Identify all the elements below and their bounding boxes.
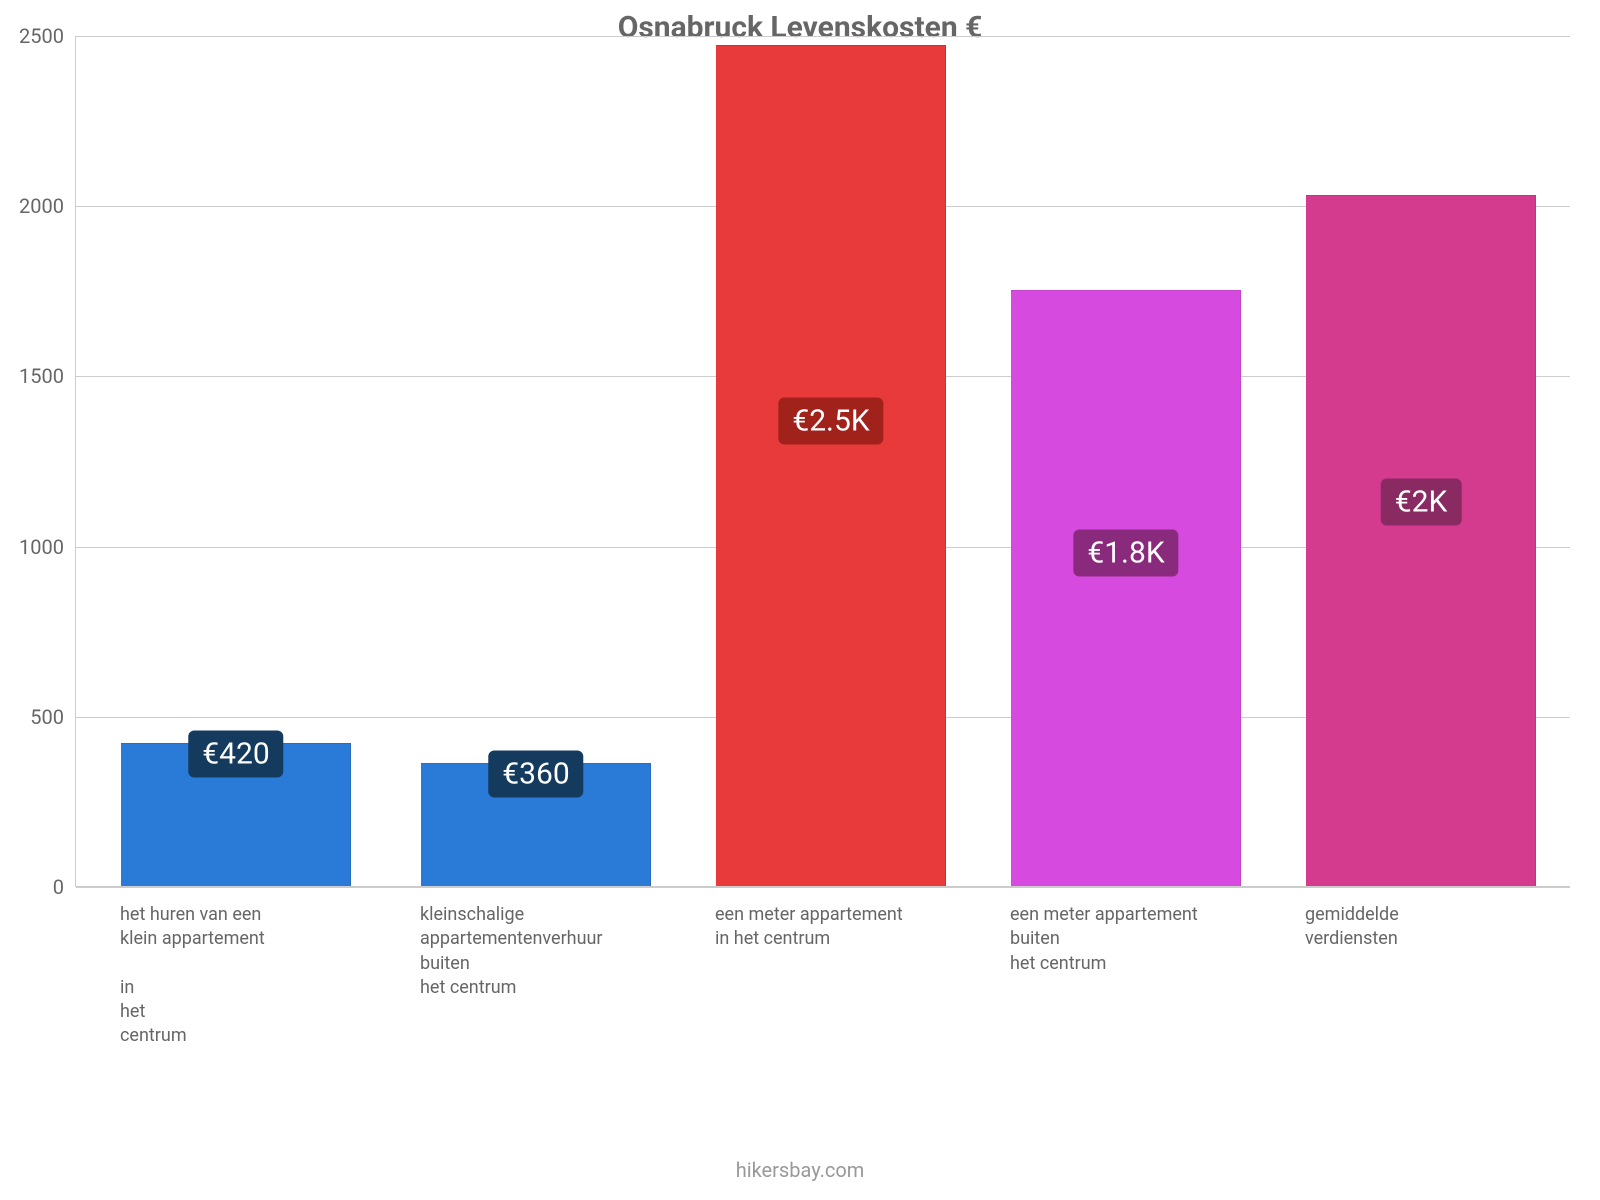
bar (1306, 195, 1536, 886)
bar-value-label: €1.8K (1073, 530, 1178, 577)
x-axis-label-line: verdiensten (1305, 927, 1399, 951)
x-axis-label-line: het centrum (420, 976, 603, 1000)
gridline (76, 36, 1570, 37)
x-axis-label: een meter appartementin het centrum (715, 903, 903, 952)
y-tick-label: 0 (53, 875, 76, 899)
bar (1011, 290, 1241, 886)
bar (716, 45, 946, 886)
gridline (76, 887, 1570, 888)
x-axis-label-line: in het centrum (715, 927, 903, 951)
x-axis-label-line: appartementenverhuur (420, 927, 603, 951)
x-axis-label-line: buiten (1010, 927, 1198, 951)
x-axis-label-line (120, 952, 265, 976)
x-axis-label-line: een meter appartement (715, 903, 903, 927)
x-axis-label: het huren van eenklein appartement inhet… (120, 903, 265, 1049)
y-tick-label: 2000 (19, 194, 76, 218)
y-tick-label: 2500 (19, 24, 76, 48)
x-axis-label-line: het (120, 1000, 265, 1024)
x-axis-label-line: het huren van een (120, 903, 265, 927)
y-tick-label: 500 (30, 705, 76, 729)
footer-credit: hikersbay.com (0, 1158, 1600, 1182)
bar-value-label: €2K (1381, 479, 1462, 526)
x-axis-label: een meter appartementbuitenhet centrum (1010, 903, 1198, 976)
x-axis-label-line: kleinschalige (420, 903, 603, 927)
chart-container: Osnabruck Levenskosten € 050010001500200… (0, 0, 1600, 1200)
bar-value-label: €360 (488, 751, 583, 798)
x-axis-label: kleinschaligeappartementenverhuurbuitenh… (420, 903, 603, 1000)
x-axis-label-line: centrum (120, 1024, 265, 1048)
x-axis-label-line: gemiddelde (1305, 903, 1399, 927)
x-axis-label-line: klein appartement (120, 927, 265, 951)
bar-value-label: €2.5K (778, 397, 883, 444)
x-axis-label: gemiddeldeverdiensten (1305, 903, 1399, 952)
x-axis-label-line: het centrum (1010, 952, 1198, 976)
x-axis-label-line: buiten (420, 952, 603, 976)
y-tick-label: 1000 (19, 535, 76, 559)
y-tick-label: 1500 (19, 364, 76, 388)
x-axis-label-line: een meter appartement (1010, 903, 1198, 927)
plot-area: 05001000150020002500€420€360€2.5K€1.8K€2… (75, 36, 1570, 887)
x-axis-label-line: in (120, 976, 265, 1000)
bar-value-label: €420 (188, 731, 283, 778)
